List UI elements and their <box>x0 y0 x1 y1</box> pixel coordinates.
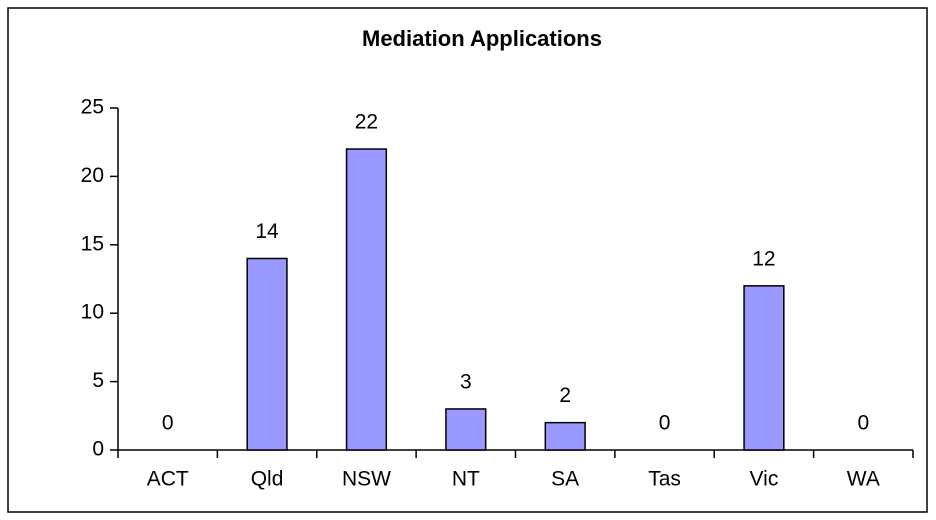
data-label: 0 <box>857 412 869 435</box>
y-tick-label: 25 <box>81 96 104 119</box>
y-tick-label: 5 <box>92 369 104 392</box>
data-label: 0 <box>162 412 174 435</box>
x-tick-label: Qld <box>251 468 284 491</box>
x-tick-label: Vic <box>750 468 779 491</box>
y-tick-label: 0 <box>92 438 104 461</box>
y-tick-label: 15 <box>81 232 104 255</box>
bar <box>544 421 586 451</box>
y-tick-label: 20 <box>81 164 104 187</box>
x-tick-label: Tas <box>648 468 681 491</box>
bar <box>345 148 388 451</box>
data-label: 2 <box>559 384 571 407</box>
bar <box>445 408 487 451</box>
x-tick-label: SA <box>551 468 579 491</box>
x-tick-label: NSW <box>342 468 391 491</box>
data-label: 3 <box>460 371 472 394</box>
data-label: 12 <box>752 247 775 270</box>
bar <box>743 285 785 451</box>
y-tick-label: 10 <box>81 301 104 324</box>
data-label: 14 <box>255 220 279 243</box>
chart-title: Mediation Applications <box>362 26 602 51</box>
x-tick-label: NT <box>452 468 480 491</box>
data-label: 0 <box>659 412 671 435</box>
bar <box>246 257 288 451</box>
x-tick-label: WA <box>847 468 880 491</box>
data-label: 22 <box>355 111 378 134</box>
x-tick-label: ACT <box>147 468 189 491</box>
